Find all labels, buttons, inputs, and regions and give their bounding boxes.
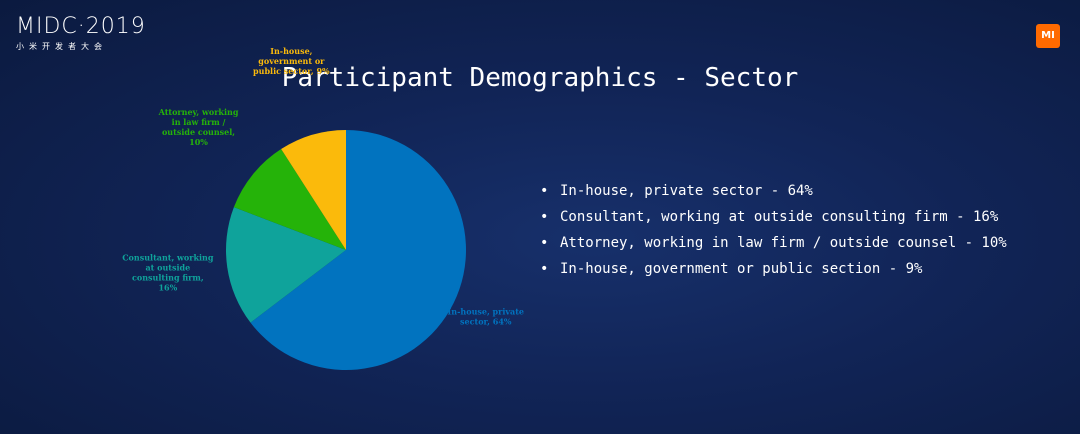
bullet-icon: • xyxy=(540,261,549,277)
legend-item: • In-house, government or public section … xyxy=(540,256,1007,282)
legend-item: • In-house, private sector - 64% xyxy=(540,178,1007,204)
pie-slice xyxy=(250,130,467,370)
logo-main-text: MIDC·2019 xyxy=(16,14,146,39)
logo-sub-text: 小米开发者大会 xyxy=(16,42,107,51)
bullet-icon: • xyxy=(540,183,549,199)
legend-item-label: In-house, government or public section -… xyxy=(560,261,923,277)
mi-logo-icon: MI xyxy=(1036,24,1060,48)
bullet-icon: • xyxy=(540,209,549,225)
midc-logo: MIDC·2019 小米开发者大会 xyxy=(16,16,146,56)
pie-slice xyxy=(233,149,346,250)
bullet-icon: • xyxy=(540,235,549,251)
pie-data-label: In-house, government or public sector, 9% xyxy=(253,46,330,76)
pie-slice xyxy=(226,207,346,323)
legend-item-label: In-house, private sector - 64% xyxy=(560,183,813,199)
pie-data-label: Attorney, working in law firm / outside co… xyxy=(158,107,239,147)
legend-item-label: Consultant, working at outside consultin… xyxy=(560,209,999,225)
legend-list: • In-house, private sector - 64% • Consult… xyxy=(540,178,1007,282)
page-title: Participant Demographics - Sector xyxy=(281,63,799,94)
legend-item: • Attorney, working in law firm / outside… xyxy=(540,230,1007,256)
legend-item-label: Attorney, working in law firm / outside … xyxy=(560,235,1007,251)
legend-item: • Consultant, working at outside consulti… xyxy=(540,204,1007,230)
pie-data-label: In-house, private sector, 64% xyxy=(448,306,524,326)
pie-slice xyxy=(281,130,346,250)
pie-data-label: Consultant, working at outside consulting … xyxy=(122,253,214,293)
